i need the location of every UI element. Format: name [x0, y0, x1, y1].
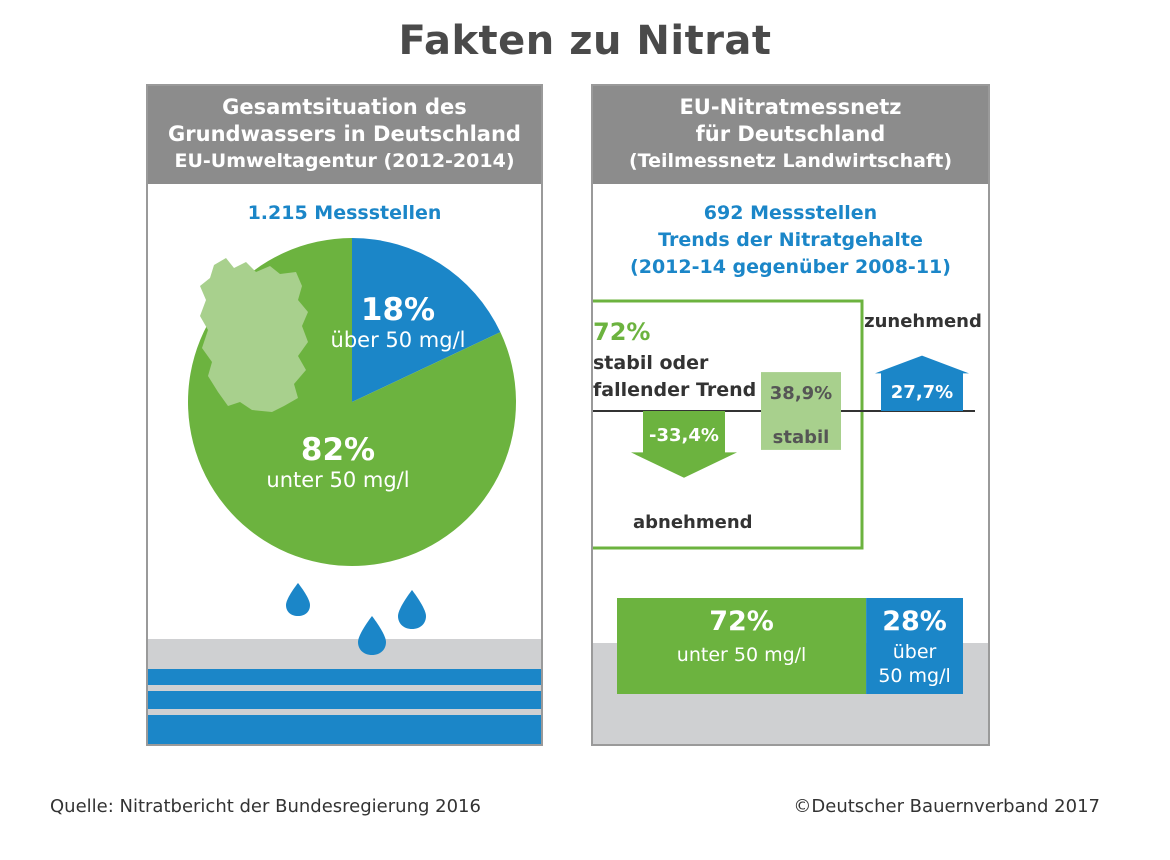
germany-map-icon	[200, 258, 308, 412]
pie-label-under-pct: 82%	[300, 432, 376, 468]
split-bar-label: unter 50 mg/l	[677, 644, 807, 666]
footer-source: Quelle: Nitratbericht der Bundesregierun…	[50, 796, 481, 817]
trend-value-label: -33,4%	[649, 425, 719, 446]
split-bar-label: 50 mg/l	[878, 665, 950, 687]
trend-bars: -33,4% 38,9% 27,7%	[631, 355, 969, 478]
left-panel: Gesamtsituation des Grundwassers in Deut…	[146, 84, 543, 746]
pie-label-over-text: über 50 mg/l	[330, 328, 466, 352]
water-drop-icon	[398, 590, 426, 629]
label-abnehmend: abnehmend	[633, 512, 753, 533]
trend-bar-stable	[761, 372, 841, 450]
right-header-line1: EU-Nitratmessnetz	[679, 95, 902, 119]
split-bar-segment	[617, 598, 867, 694]
left-panel-graphic	[148, 238, 541, 744]
ground-band	[148, 639, 541, 669]
trend-arrow-down	[631, 411, 737, 478]
split-bar-segment	[866, 598, 963, 694]
right-panel: EU-Nitratmessnetz für Deutschland (Teilm…	[591, 84, 990, 746]
right-info-line3: (2012-14 gegenüber 2008-11)	[630, 256, 951, 278]
split-bar-value: 28%	[882, 606, 947, 637]
stable-or-falling-frame	[593, 299, 864, 550]
label-stabil: stabil	[772, 427, 830, 448]
right-panel-header: EU-Nitratmessnetz für Deutschland (Teilm…	[593, 86, 988, 184]
pie-slice-label-over: 18% über 50 mg/l	[318, 292, 478, 352]
group-label-line1: stabil oder	[593, 352, 709, 374]
trend-arrow-up	[875, 355, 969, 411]
right-info: 692 Messstellen Trends der Nitratgehalte…	[593, 200, 988, 281]
label-zunehmend: zunehmend	[864, 311, 982, 332]
split-bar-value: 72%	[709, 606, 774, 637]
pie-slice-label-under: 82% unter 50 mg/l	[238, 432, 438, 492]
group-label-line2: fallender Trend	[593, 379, 757, 401]
left-count-label: 1.215 Messstellen	[247, 202, 442, 224]
left-panel-header: Gesamtsituation des Grundwassers in Deut…	[148, 86, 541, 184]
left-header-line2: Grundwassers in Deutschland	[168, 122, 521, 146]
water-drop-icon	[286, 583, 310, 616]
water-band-5	[148, 715, 541, 744]
group-label: stabil oder fallender Trend	[593, 350, 756, 404]
water-band-2	[148, 685, 541, 691]
right-info-line2: Trends der Nitratgehalte	[658, 229, 923, 251]
left-header-line3: EU-Umweltagentur (2012-2014)	[174, 150, 515, 172]
water-band-3	[148, 691, 541, 709]
right-header-line3: (Teilmessnetz Landwirtschaft)	[628, 150, 953, 172]
water-band-1	[148, 669, 541, 685]
right-header-line2: für Deutschland	[695, 122, 886, 146]
trend-value-label: 38,9%	[770, 383, 832, 404]
split-bar-label: über	[893, 641, 937, 663]
footer-copyright: ©Deutscher Bauernverband 2017	[793, 796, 1100, 817]
left-header-line1: Gesamtsituation des	[222, 95, 467, 119]
page-title: Fakten zu Nitrat	[398, 18, 772, 64]
water-band-4	[148, 709, 541, 715]
pie-label-under-text: unter 50 mg/l	[266, 468, 410, 492]
pie-slice	[352, 238, 501, 402]
pie-label-over-pct: 18%	[360, 292, 436, 328]
trend-chart: -33,4% 38,9% 27,7%	[593, 299, 975, 550]
water-drop-icon	[358, 616, 386, 655]
group-pct: 72%	[593, 318, 651, 346]
trend-value-label: 27,7%	[891, 382, 953, 403]
right-info-line1: 692 Messstellen	[703, 202, 878, 224]
